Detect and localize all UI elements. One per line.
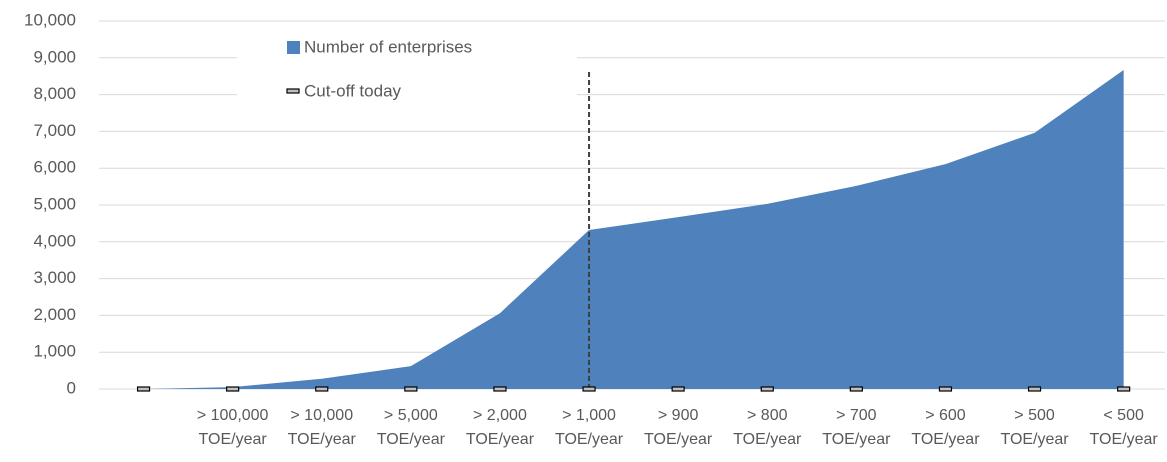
cut-off-marker [1027,386,1042,392]
cut-off-marker [1117,386,1131,392]
x-tick-label: > 600 TOE/year [911,407,980,448]
y-tick-label: 10,000 [24,10,76,29]
y-tick-label: 9,000 [33,47,76,66]
x-tick-label: > 700 TOE/year [822,407,891,448]
x-tick-label: < 500 TOE/year [1089,407,1158,448]
cut-off-marker [760,386,774,392]
cut-off-marker [404,386,418,392]
cut-off-marker [938,386,953,392]
y-tick-label: 3,000 [33,268,76,287]
cut-off-marker [582,386,596,392]
x-tick-label: > 10,000 TOE/year [287,407,356,448]
x-tick-label: > 800 TOE/year [733,407,802,448]
y-tick-label: 1,000 [33,342,76,361]
area [143,69,1124,389]
cut-off-marker [671,386,685,392]
legend-swatch [286,88,300,94]
cut-off-marker [849,386,863,392]
x-tick-label: > 2,000 TOE/year [465,407,535,448]
legend-label: Cut-off today [304,81,402,100]
y-tick-label: 5,000 [33,194,76,213]
x-tick-label: > 900 TOE/year [644,407,713,448]
cut-off-marker [315,386,329,392]
y-tick-label: 0 [67,378,76,397]
legend-label: Number of enterprises [304,37,472,56]
y-tick-label: 6,000 [33,158,76,177]
x-tick-label: > 5,000 TOE/year [376,407,445,448]
y-tick-label: 7,000 [33,121,76,140]
cut-off-marker [136,386,151,392]
legend-swatch [287,41,300,54]
y-tick-label: 2,000 [33,305,76,324]
y-tick-label: 8,000 [33,84,76,103]
cut-off-marker [493,386,507,392]
y-tick-label: 4,000 [33,231,76,250]
cut-off-marker [226,386,240,392]
x-tick-label: > 500 TOE/year [1000,407,1069,448]
x-tick-label: > 1,000 TOE/year [554,407,624,448]
x-tick-label: > 100,000 TOE/year [196,407,269,448]
